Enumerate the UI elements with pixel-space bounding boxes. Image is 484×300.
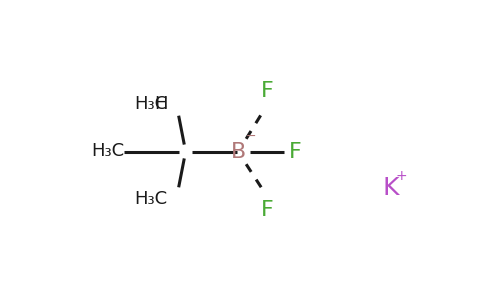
Text: H₃C: H₃C xyxy=(135,95,168,113)
Text: −: − xyxy=(245,130,256,143)
Text: H: H xyxy=(154,95,167,113)
Text: B: B xyxy=(231,142,246,161)
Text: +: + xyxy=(395,169,407,183)
Text: K: K xyxy=(382,176,399,200)
Text: F: F xyxy=(260,200,273,220)
Text: F: F xyxy=(288,142,302,161)
Text: H₃C: H₃C xyxy=(91,142,124,160)
Text: F: F xyxy=(260,81,273,101)
Text: H₃C: H₃C xyxy=(135,190,168,208)
